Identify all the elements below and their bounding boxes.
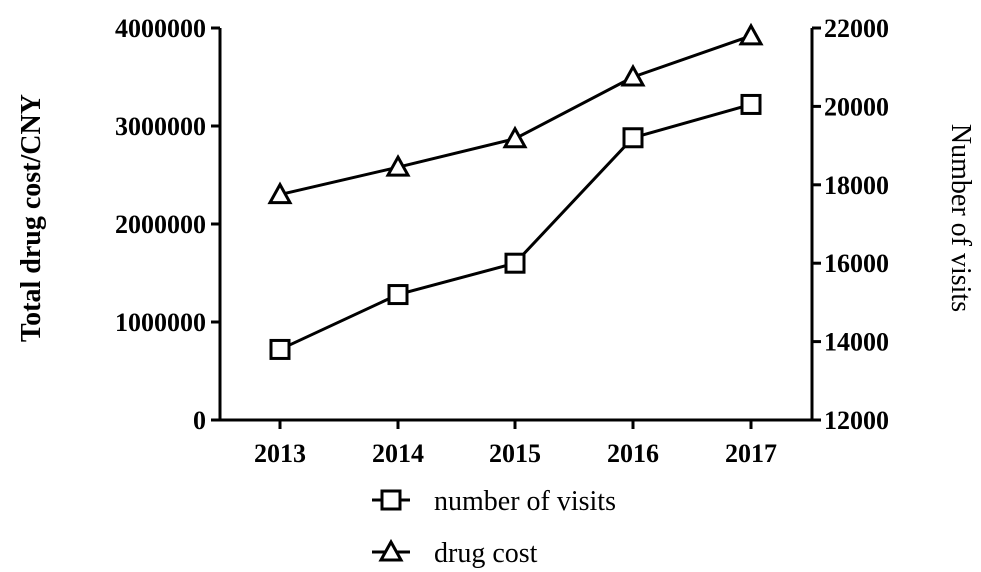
legend-triangle-marker [378, 538, 404, 562]
data-point-drug-cost [267, 181, 293, 205]
series-group [267, 22, 764, 360]
y-axis-left-label: Total drug cost/CNY [16, 94, 47, 342]
right-tick-label: 20000 [824, 92, 889, 121]
left-tick-label: 0 [193, 406, 206, 435]
x-ticks: 2013 2014 2015 2016 2017 [254, 420, 777, 468]
left-y-ticks: 0 1000000 2000000 3000000 4000000 [115, 14, 220, 435]
data-point-drug-cost [620, 63, 646, 87]
data-point-visits [269, 338, 291, 360]
left-tick-label: 2000000 [115, 210, 206, 239]
right-y-ticks: 12000 14000 16000 18000 20000 22000 [812, 14, 889, 435]
legend-item-visits: number of visits [372, 486, 616, 517]
legend-item-drug-cost: drug cost [372, 538, 538, 569]
right-tick-label: 14000 [824, 328, 889, 357]
legend-label-drug-cost: drug cost [434, 538, 538, 569]
series-line-drug-cost [279, 34, 752, 197]
x-tick-label: 2013 [254, 439, 306, 468]
x-tick-label: 2016 [607, 439, 659, 468]
x-tick-label: 2017 [725, 439, 777, 468]
data-point-drug-cost [385, 154, 411, 177]
right-tick-label: 18000 [824, 171, 889, 200]
left-tick-label: 4000000 [115, 14, 206, 43]
data-point-visits [622, 127, 644, 149]
x-tick-label: 2014 [372, 439, 424, 468]
data-point-visits [504, 252, 526, 274]
right-tick-label: 12000 [824, 406, 889, 435]
axes [218, 28, 814, 422]
left-tick-label: 1000000 [115, 308, 206, 337]
data-point-drug-cost [738, 22, 764, 46]
legend-label-visits: number of visits [434, 486, 616, 517]
right-tick-label: 22000 [824, 14, 889, 43]
data-point-visits [387, 284, 409, 306]
left-tick-label: 3000000 [115, 112, 206, 141]
data-point-visits [740, 93, 762, 115]
right-tick-label: 16000 [824, 249, 889, 278]
data-point-drug-cost [502, 125, 528, 149]
legend-square-marker [380, 489, 402, 511]
y-axis-right-label: Number of visits [945, 124, 976, 312]
x-tick-label: 2015 [489, 439, 541, 468]
legend: number of visits drug cost [372, 486, 616, 569]
